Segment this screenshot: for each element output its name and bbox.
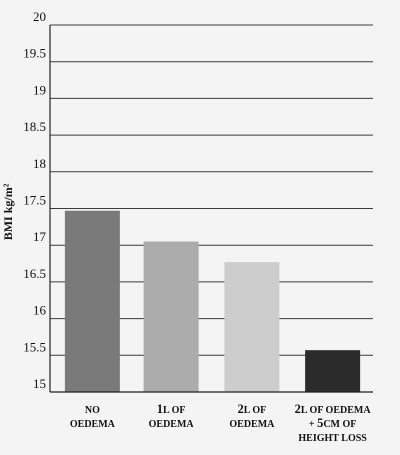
x-category-label: OEDEMA (149, 419, 195, 430)
x-category-label: OEDEMA (229, 419, 275, 430)
x-category-label-part: NO (85, 405, 100, 416)
y-tick-labels: 15 15.5 16 16.5 17 17.5 18 18.5 19 19.5 20 (23, 9, 46, 391)
x-category-label-part: HEIGHT LOSS (298, 433, 367, 444)
x-category-label: 2L OF OEDEMA (295, 402, 372, 416)
y-tick-label: 18 (33, 156, 46, 171)
bar (143, 241, 199, 392)
x-category-label-part: L OF (163, 405, 186, 416)
x-category-label-part: CM OF (323, 419, 356, 430)
x-category-label: NO (85, 405, 100, 416)
y-tick-label: 18.5 (23, 119, 46, 134)
x-category-label: + 5CM OF (309, 416, 357, 430)
y-tick-label: 16 (33, 303, 47, 318)
x-category-label-part: OEDEMA (149, 419, 195, 430)
x-category-label-part: 5 (317, 416, 323, 430)
axes (49, 25, 373, 393)
y-tick-label: 17.5 (23, 193, 46, 208)
x-category-label: 1L OF (157, 402, 186, 416)
x-category-label-part: + (309, 419, 317, 430)
x-category-label-part: 2 (237, 402, 243, 416)
y-tick-label: 19 (33, 82, 46, 97)
x-category-label: OEDEMA (70, 419, 116, 430)
y-tick-label: 19.5 (23, 46, 46, 61)
x-category-label: HEIGHT LOSS (298, 433, 367, 444)
x-category-label-part: L OF (244, 405, 267, 416)
x-category-label-part: 2 (295, 402, 301, 416)
bar (305, 350, 361, 392)
y-axis-title: BMI kg/m² (1, 183, 15, 240)
y-tick-label: 16.5 (23, 266, 46, 281)
x-category-label: 2L OF (237, 402, 266, 416)
x-category-label-part: 1 (157, 402, 163, 416)
bars-group (64, 210, 361, 392)
y-tick-label: 20 (33, 9, 46, 24)
y-tick-label: 15.5 (23, 339, 46, 354)
y-tick-label: 17 (33, 229, 47, 244)
bar (224, 262, 280, 392)
x-category-label-part: OEDEMA (70, 419, 116, 430)
x-category-label-part: L OF OEDEMA (301, 405, 371, 416)
bar (64, 210, 120, 392)
x-category-label-part: OEDEMA (229, 419, 275, 430)
y-tick-label: 15 (33, 376, 46, 391)
